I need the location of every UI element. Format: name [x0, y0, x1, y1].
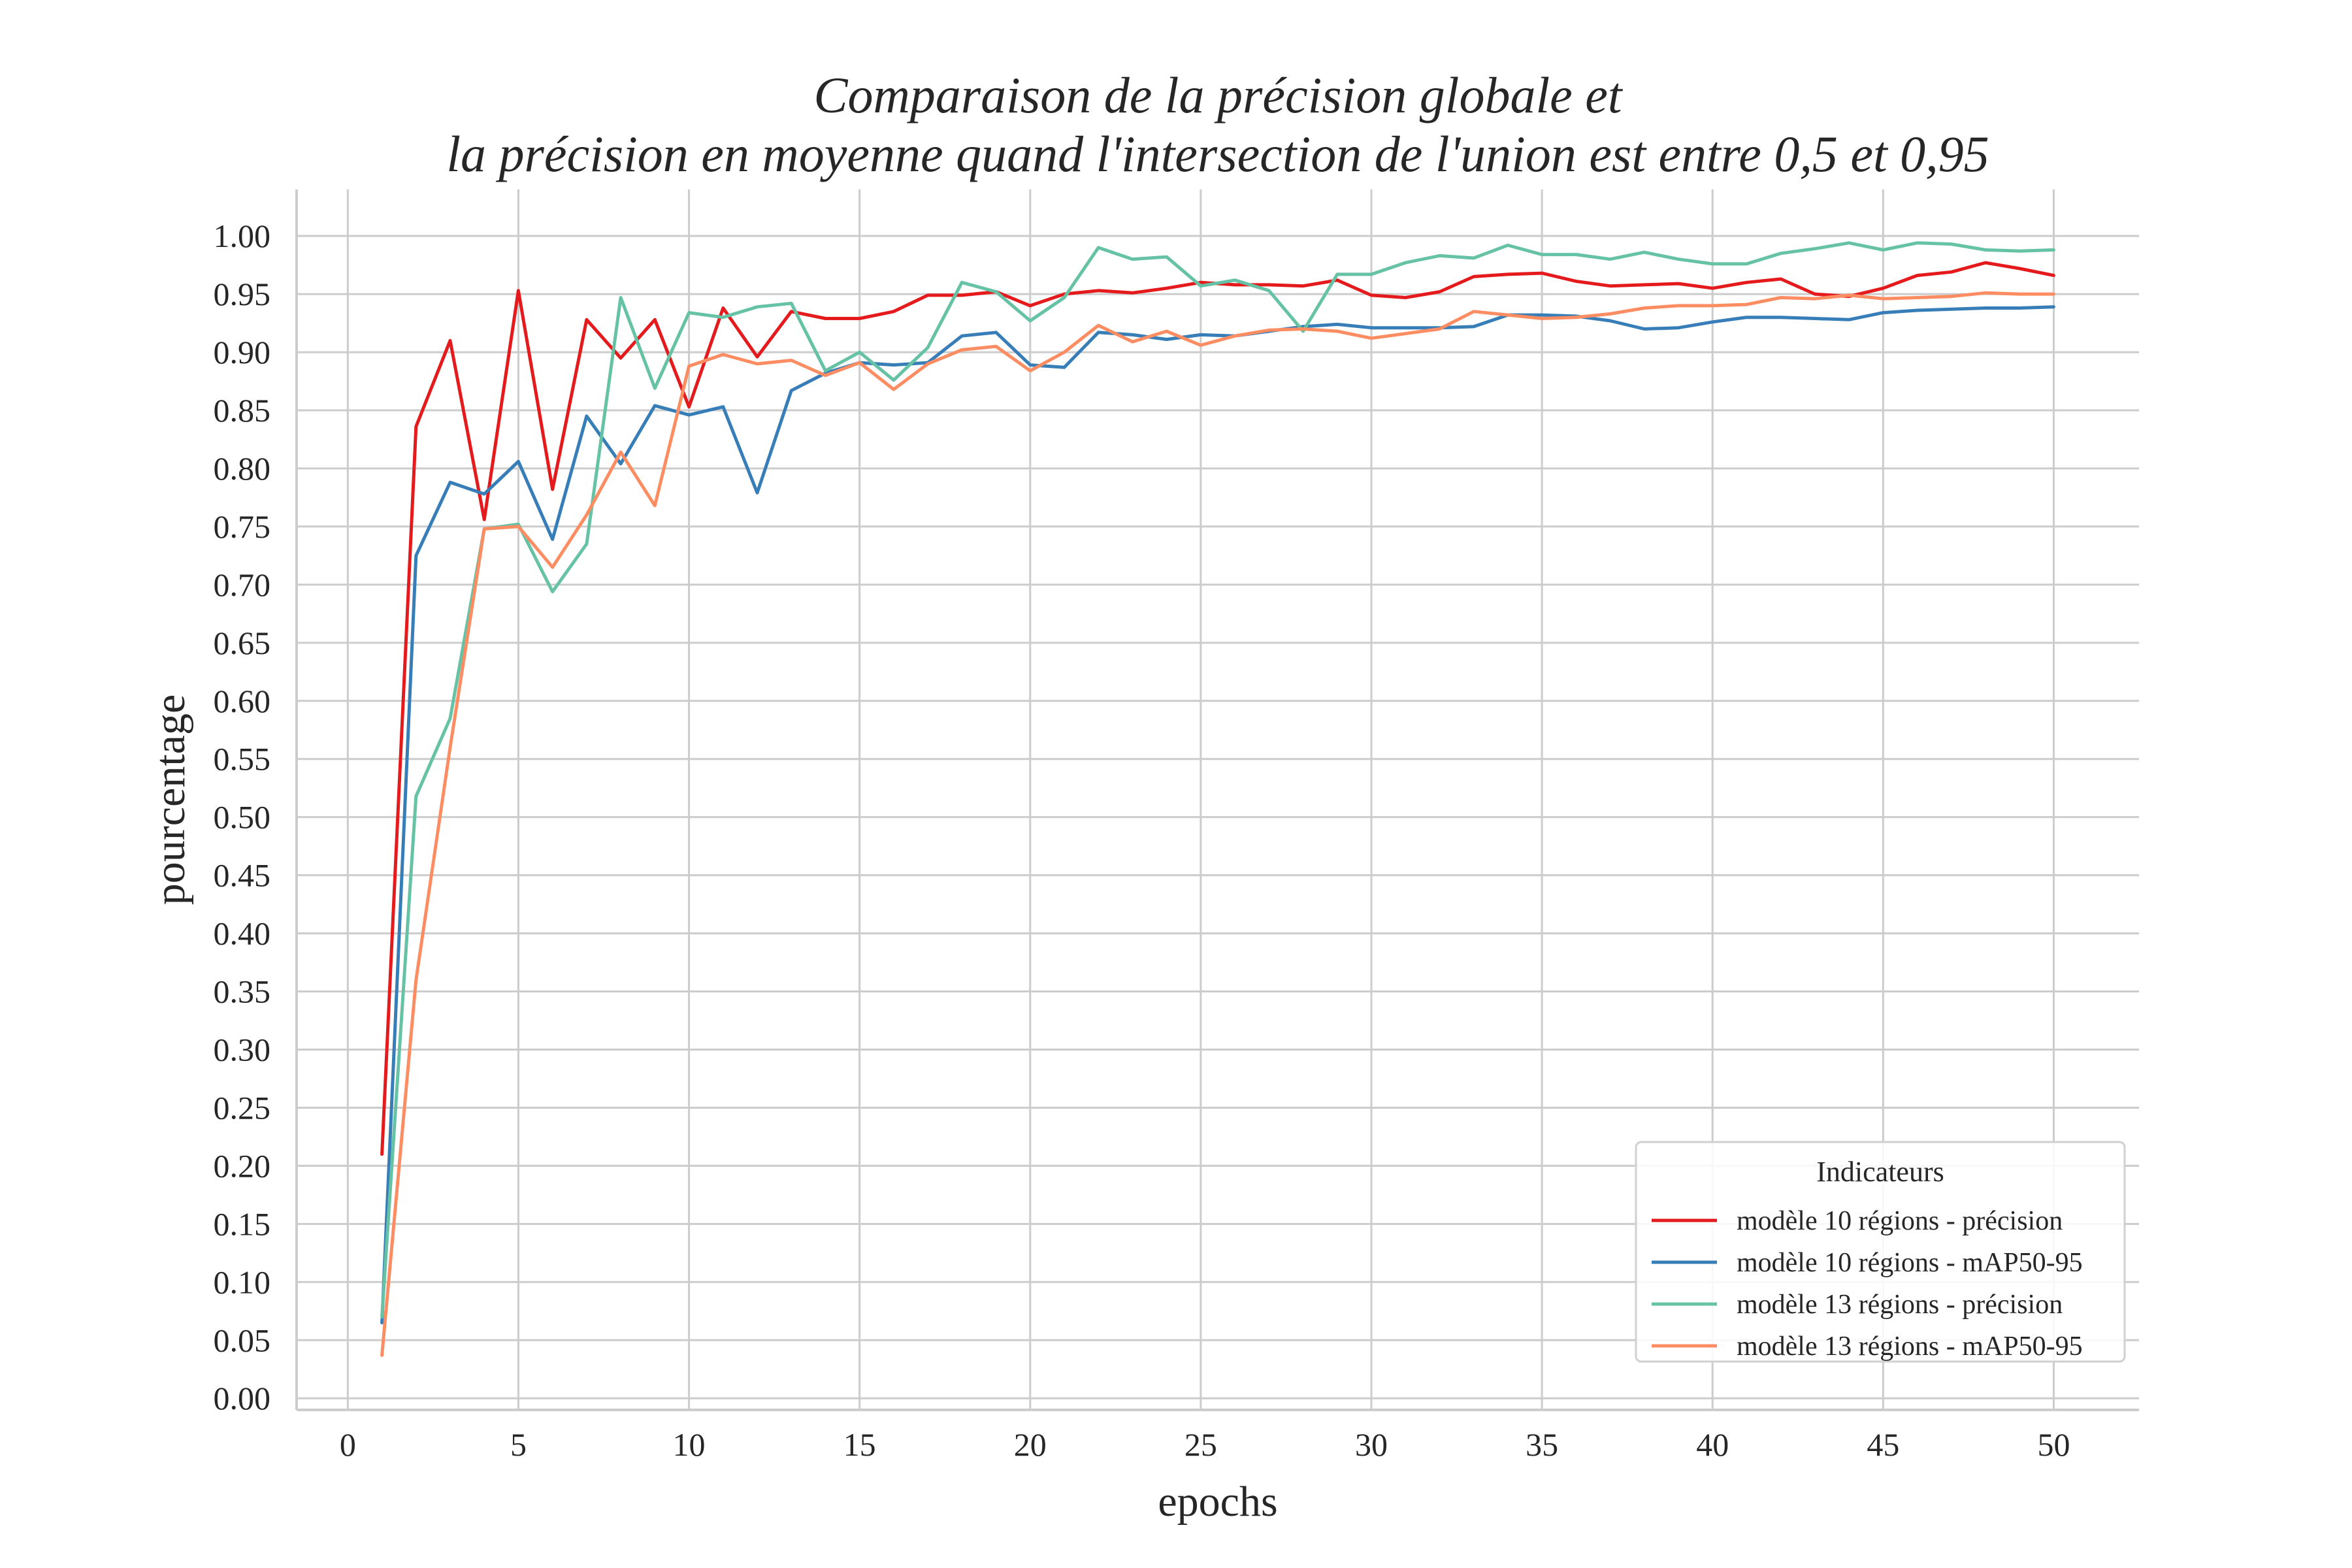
y-tick-label: 1.00: [214, 218, 271, 254]
legend-box: [1635, 1141, 2126, 1363]
y-tick-labels: 0.00 0.05 0.10 0.15 0.20 0.25 0.30 0.35 0.40 0.45…: [214, 218, 271, 1416]
x-tick-label: 30: [1355, 1426, 1388, 1463]
y-tick-label: 0.90: [214, 334, 271, 370]
series-line-3: [380, 241, 2055, 1319]
y-tick-label: 0.15: [214, 1205, 271, 1242]
y-tick-label: 0.35: [214, 973, 271, 1010]
y-tick-label: 0.75: [214, 508, 271, 545]
legend-label: modèle 10 régions - précision: [1737, 1206, 2063, 1236]
legend-label: modèle 13 régions - mAP50-95: [1737, 1331, 2083, 1362]
y-axis-label: pourcentage: [146, 694, 194, 906]
y-tick-label: 0.40: [214, 915, 271, 952]
x-tick-label: 25: [1184, 1426, 1217, 1463]
series-lines: [380, 241, 2055, 1357]
y-tick-label: 0.25: [214, 1089, 271, 1126]
x-tick-label: 5: [510, 1426, 527, 1463]
legend-label: modèle 13 régions - précision: [1737, 1290, 2063, 1320]
series-line-2: [380, 305, 2055, 1325]
x-tick-label: 10: [673, 1426, 706, 1463]
y-tick-label: 0.50: [214, 799, 271, 836]
y-tick-label: 0.20: [214, 1147, 271, 1184]
y-tick-label: 0.80: [214, 450, 271, 487]
y-tick-label: 0.60: [214, 683, 271, 719]
x-tick-label: 20: [1014, 1426, 1047, 1463]
x-tick-label: 45: [1867, 1426, 1899, 1463]
x-tick-label: 35: [1526, 1426, 1558, 1463]
y-tick-label: 0.95: [214, 276, 271, 312]
y-tick-label: 0.05: [214, 1322, 271, 1358]
chart-title-line-1: Comparaison de la précision globale et: [813, 67, 1623, 123]
series-line-4: [380, 291, 2055, 1357]
legend: Indicateurs modèle 10 régions - précisio…: [1635, 1141, 2126, 1363]
x-tick-label: 0: [340, 1426, 356, 1463]
x-tick-label: 40: [1696, 1426, 1729, 1463]
x-axis-label: epochs: [1158, 1478, 1277, 1526]
legend-items: modèle 10 régions - précision modèle 10 r…: [1652, 1206, 2083, 1362]
y-tick-label: 0.65: [214, 625, 271, 661]
chart-title-line-2: la précision en moyenne quand l'intersec…: [446, 125, 1989, 182]
legend-label: modèle 10 régions - mAP50-95: [1737, 1248, 2083, 1278]
y-tick-label: 0.00: [214, 1380, 271, 1416]
axes-spines: [295, 189, 2139, 1411]
x-tick-label: 15: [843, 1426, 876, 1463]
y-tick-label: 0.10: [214, 1264, 271, 1300]
x-tick-label: 50: [2037, 1426, 2070, 1463]
y-tick-label: 0.55: [214, 741, 271, 777]
y-tick-label: 0.85: [214, 392, 271, 429]
y-tick-label: 0.70: [214, 566, 271, 603]
x-tick-labels: 0 5 10 15 20 25 30 35 40 45 50: [340, 1426, 2070, 1463]
series-line-1: [380, 261, 2055, 1156]
y-tick-label: 0.45: [214, 857, 271, 894]
y-tick-label: 0.30: [214, 1031, 271, 1068]
legend-title: Indicateurs: [1816, 1156, 1944, 1188]
